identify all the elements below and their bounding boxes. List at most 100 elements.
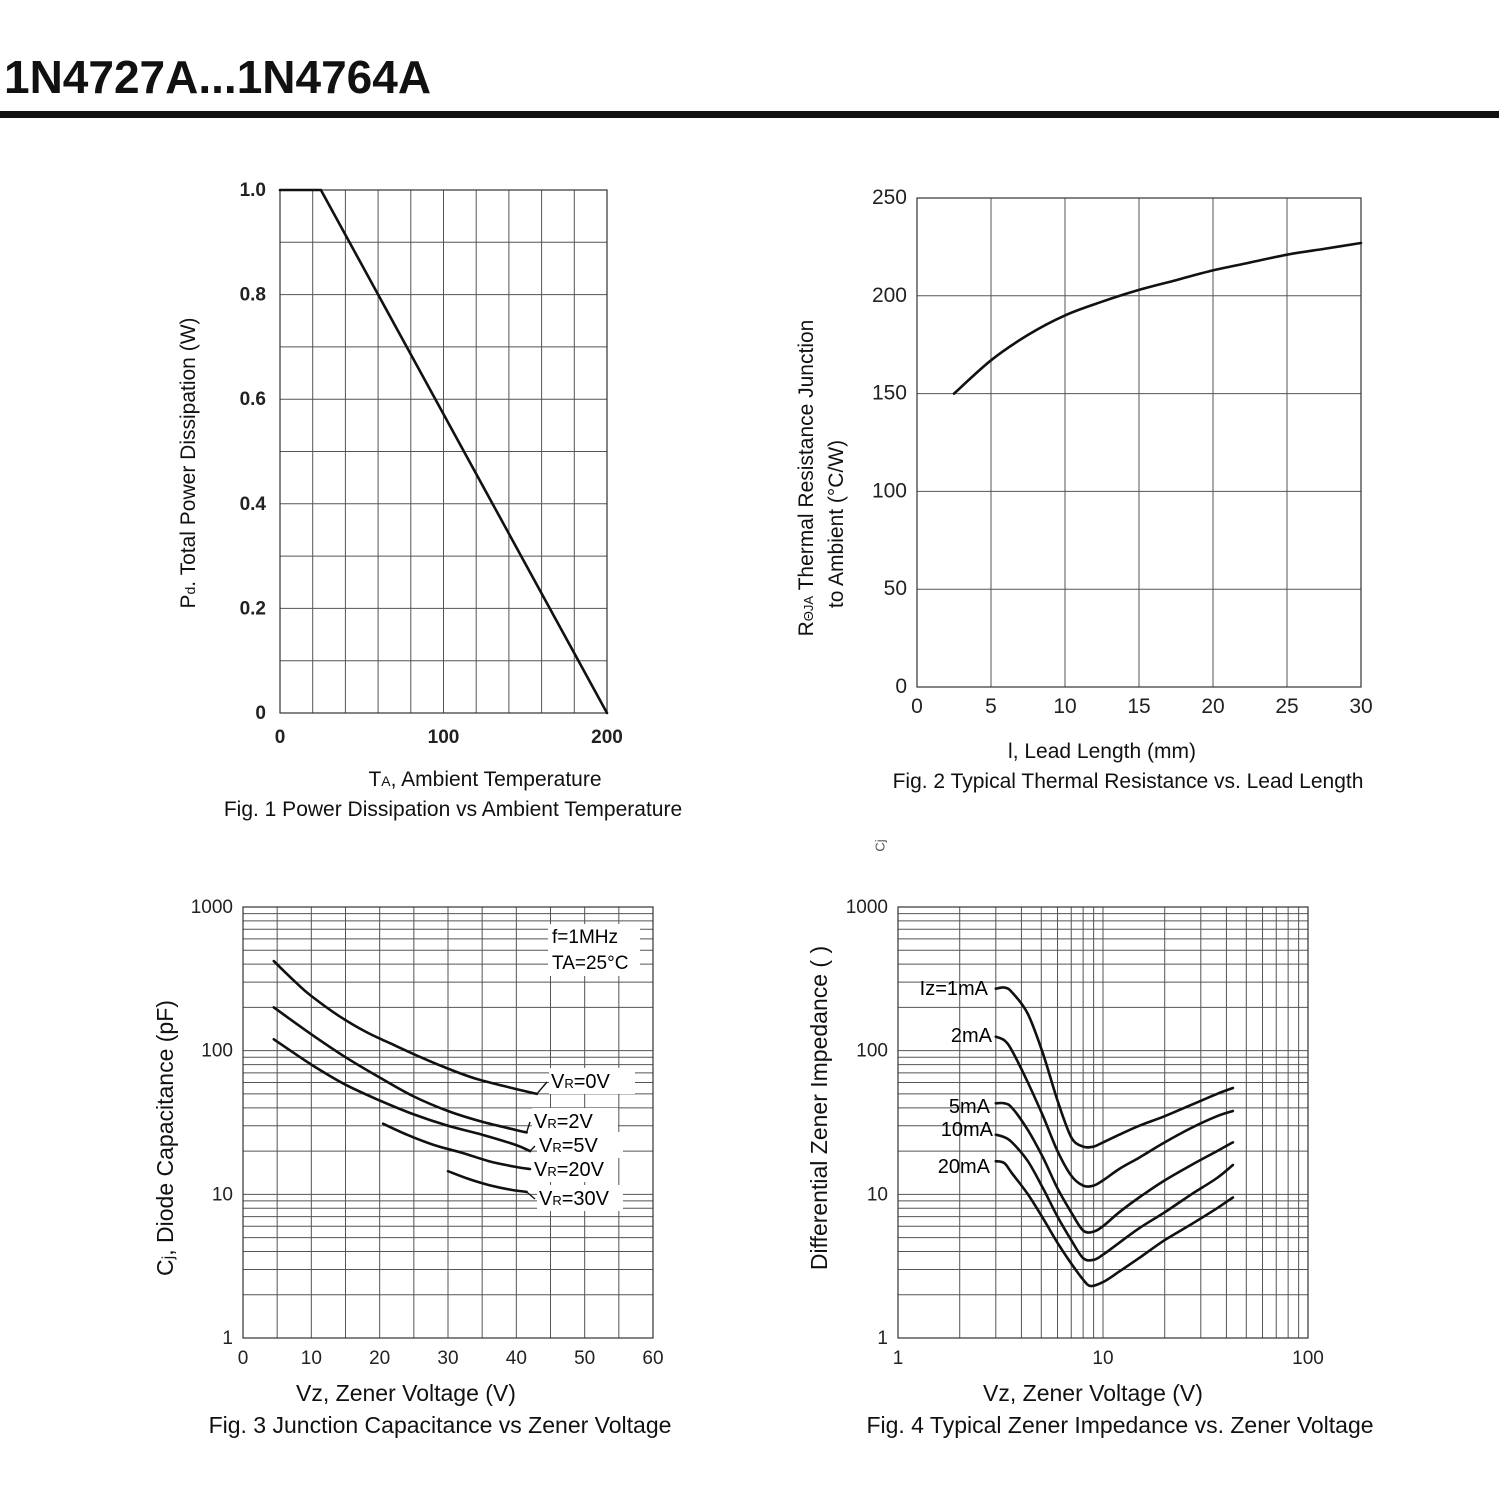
- fig3-y-axis-rest: , Diode Capacitance (pF): [152, 1000, 178, 1256]
- fig3-series-1-label: VR=2V: [534, 1111, 594, 1133]
- fig3-series-1-label-rest: =2V: [557, 1111, 594, 1133]
- fig2-y-axis-sub: ΘJA: [801, 596, 816, 622]
- fig3-caption: Fig. 3 Junction Capacitance vs Zener Vol…: [209, 1412, 672, 1438]
- fig2-y-tick-label: 200: [872, 284, 907, 307]
- fig1-y-axis-title: Pd. Total Power Dissipation (W): [177, 317, 200, 608]
- fig1-y-tick-label: 0.8: [240, 285, 266, 306]
- fig4-x-tick-label: 10: [1092, 1348, 1113, 1369]
- fig2-x-tick-label: 0: [911, 695, 923, 718]
- fig3-y-tick-label: 10: [212, 1184, 233, 1205]
- fig1-x-axis-sub: A: [381, 773, 391, 789]
- fig2-caption: Fig. 2 Typical Thermal Resistance vs. Le…: [893, 770, 1364, 793]
- fig4-y-axis-title: Differential Zener Impedance ( ): [806, 946, 832, 1270]
- fig1-y-axis-rest: . Total Power Dissipation (W): [177, 317, 200, 586]
- fig2-x-tick-label: 30: [1349, 695, 1372, 718]
- fig3-y-tick-label: 1: [222, 1328, 233, 1349]
- fig3-series-1-line: [272, 1006, 528, 1134]
- fig4-series-0-line: [994, 986, 1235, 1149]
- fig2-x-tick-label: 15: [1127, 695, 1150, 718]
- fig4-grid: [897, 906, 1309, 1339]
- fig3-x-tick-label: 30: [437, 1348, 458, 1369]
- fig3-y-tick-label: 1000: [191, 897, 233, 918]
- fig1-caption: Fig. 1 Power Dissipation vs Ambient Temp…: [224, 798, 682, 821]
- fig1-x-axis-title: TA, Ambient Temperature: [368, 768, 601, 791]
- fig3-y-ticks: 1 10 100 1000: [191, 897, 233, 1349]
- fig3-x-tick-label: 10: [301, 1348, 322, 1369]
- fig1-y-ticks: 0 0.2 0.4 0.6 0.8 1.0: [240, 180, 267, 724]
- fig2-x-tick-label: 5: [985, 695, 997, 718]
- fig3-series-1-leader: [525, 1121, 531, 1133]
- fig3-frame: [242, 906, 654, 1339]
- fig1-y-tick-label: 0.4: [240, 494, 267, 515]
- page-title: 1N4727A...1N4764A: [4, 51, 432, 103]
- fig1-y-axis-main: P: [177, 594, 200, 608]
- fig4-y-tick-label: 1000: [846, 897, 888, 918]
- fig1-y-tick-label: 0.6: [240, 389, 266, 410]
- fig3-x-axis-title: Vz, Zener Voltage (V): [296, 1380, 516, 1406]
- fig3-series-4-label: VR=30V: [539, 1188, 610, 1210]
- fig2-x-tick-label: 20: [1201, 695, 1224, 718]
- fig3-y-axis-title: Cj, Diode Capacitance (pF): [152, 1000, 178, 1276]
- fig3-series-4-label-rest: =30V: [562, 1188, 610, 1210]
- fig3-series-0-leader: [536, 1081, 548, 1095]
- fig4-series-3-line: [994, 1133, 1235, 1262]
- fig2-y-tick-label: 100: [872, 479, 907, 502]
- fig2-y-axis-title-line2: to Ambient (°C/W): [825, 440, 848, 608]
- fig2-x-ticks: 0 5 10 15 20 25 30: [911, 695, 1373, 718]
- fig4-series: [994, 986, 1235, 1288]
- fig2-x-axis-title: l, Lead Length (mm): [1008, 740, 1196, 763]
- fig3-x-tick-label: 20: [369, 1348, 390, 1369]
- fig3-series-0-label-main: V: [551, 1071, 565, 1093]
- fig3-series-1-label-bg: [532, 1108, 618, 1134]
- fig3-x-tick-label: 40: [506, 1348, 527, 1369]
- fig3-series-0-label-bg: [549, 1068, 635, 1094]
- fig4-y-ticks: 1 10 100 1000: [846, 897, 888, 1349]
- fig3-series-3-label-sub: R: [547, 1164, 556, 1179]
- fig4-y-tick-label: 1: [877, 1328, 888, 1349]
- fig1-y-tick-label: 0: [255, 703, 266, 724]
- fig2-y-tick-label: 250: [872, 186, 907, 209]
- fig3-x-tick-label: 60: [642, 1348, 663, 1369]
- fig3-y-tick-label: 100: [201, 1041, 233, 1062]
- fig4-frame: [897, 906, 1309, 1339]
- fig2-y-tick-label: 50: [884, 577, 907, 600]
- fig1-x-tick-label: 200: [591, 727, 623, 748]
- fig1-frame: [279, 189, 608, 714]
- fig1-x-axis-main: T: [368, 768, 381, 791]
- fig4-series-1-label: 2mA: [951, 1025, 993, 1047]
- fig3-series-4-leader: [526, 1191, 536, 1200]
- fig3-series-3-line: [381, 1122, 532, 1171]
- fig3-y-axis-sub: j: [160, 1256, 177, 1261]
- fig3-series-2-label-bg: [537, 1132, 623, 1158]
- fig4-series-3-label: 10mA: [941, 1119, 994, 1141]
- fig3-series-2-label-main: V: [539, 1135, 553, 1157]
- fig1-y-axis-sub: d: [182, 587, 198, 595]
- fig2-y-ticks: 0 50 100 150 200 250: [872, 186, 907, 698]
- fig3-series-1-label-sub: R: [547, 1116, 556, 1131]
- fig3-x-tick-label: 0: [238, 1348, 249, 1369]
- fig1-y-tick-label: 0.2: [240, 598, 266, 619]
- fig3-annotation-line1: f=1MHz: [552, 927, 618, 948]
- fig1-x-tick-label: 0: [275, 727, 286, 748]
- fig4-series-2-line: [994, 1101, 1235, 1234]
- fig2-y-axis-title-line1: RΘJA Thermal Resistance Junction: [795, 320, 818, 637]
- title-rule: [0, 111, 1499, 118]
- fig1-series: [278, 188, 609, 715]
- fig2-y-axis-main: R: [795, 621, 818, 636]
- fig4-x-tick-label: 100: [1292, 1348, 1324, 1369]
- fig3-series-2-line: [272, 1038, 532, 1153]
- fig3-series-0-label-sub: R: [564, 1076, 573, 1091]
- fig4-x-ticks: 1 10 100: [893, 1348, 1324, 1369]
- fig1-x-tick-label: 100: [428, 727, 460, 748]
- fig2-y-tick-label: 0: [895, 675, 907, 698]
- fig4-x-axis-title: Vz, Zener Voltage (V): [983, 1380, 1203, 1406]
- fig4-series-4-line: [994, 1159, 1235, 1288]
- fig3-series-3-label-bg: [532, 1156, 618, 1182]
- fig3-series: [272, 959, 539, 1194]
- fig3-series-0-label: VR=0V: [551, 1071, 611, 1093]
